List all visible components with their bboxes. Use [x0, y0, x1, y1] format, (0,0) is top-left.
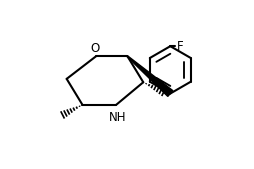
Text: O: O — [90, 42, 99, 55]
Text: F: F — [176, 40, 183, 53]
Polygon shape — [127, 56, 172, 96]
Text: NH: NH — [108, 111, 126, 124]
